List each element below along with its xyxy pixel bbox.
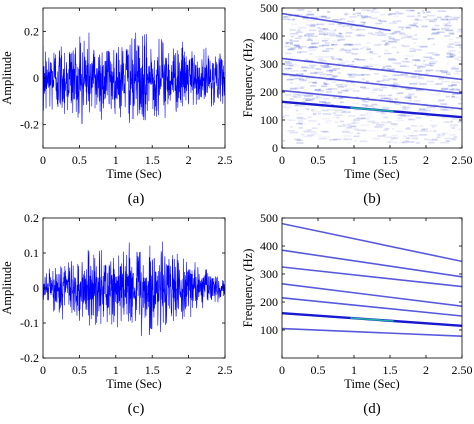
y-tick-label: -0.1 — [20, 316, 39, 330]
x-tick-label: 0.5 — [72, 363, 87, 377]
x-tick-label: 2 — [186, 153, 192, 167]
x-tick-label: 0.5 — [311, 153, 326, 167]
x-tick-label: 0 — [40, 363, 46, 377]
x-axis-label: Time (Sec) — [106, 377, 161, 391]
ridge-peak — [350, 317, 394, 322]
y-axis-label: Amplitude — [0, 51, 14, 105]
panel-label: (b) — [363, 191, 381, 207]
spectrogram — [282, 218, 462, 358]
y-tick-label: 0 — [272, 141, 278, 155]
waveform — [43, 241, 225, 337]
x-tick-label: 2.5 — [218, 153, 233, 167]
ridge-5 — [282, 249, 462, 278]
x-tick-label: 0 — [40, 153, 46, 167]
y-tick-label: 0.2 — [24, 24, 39, 38]
signal-line — [43, 32, 225, 125]
panel-label: (c) — [128, 401, 145, 417]
x-tick-label: 1.5 — [383, 153, 398, 167]
waveform — [43, 32, 225, 125]
y-tick-label: 300 — [260, 267, 278, 281]
y-tick-label: 0.1 — [24, 246, 39, 260]
ridge-2 — [282, 73, 462, 95]
panel-2: 0 0.5 1 1.5 2 2.5 -0.2 -0.1 0 0.1 0.2 Time (Sec) Amp… — [0, 211, 233, 417]
x-axis-label: Time (Sec) — [106, 167, 161, 181]
y-tick-label: 300 — [260, 57, 278, 71]
x-tick-label: 2.50 — [452, 153, 473, 167]
x-tick-label: 2.50 — [452, 363, 473, 377]
signal-line — [43, 241, 225, 337]
y-axis-label: Amplitude — [0, 261, 14, 315]
y-tick-label: 0 — [33, 281, 39, 295]
ridge-3 — [282, 57, 462, 81]
spectrogram-background — [282, 8, 462, 148]
y-tick-label: 400 — [260, 239, 278, 253]
ridge-6 — [282, 222, 462, 263]
x-tick-label: 1 — [351, 363, 357, 377]
x-tick-label: 0.5 — [311, 363, 326, 377]
x-tick-label: 1 — [113, 153, 119, 167]
y-tick-label: 0 — [33, 71, 39, 85]
spectrogram — [282, 8, 462, 148]
x-tick-label: 0.5 — [72, 153, 87, 167]
y-tick-label: 0.2 — [24, 211, 39, 225]
x-tick-label: 2 — [423, 153, 429, 167]
y-tick-label: 100 — [260, 323, 278, 337]
y-tick-label: 100 — [260, 113, 278, 127]
panel-1: 0 0.5 1 1.5 2 2.50 0 100 200 300 400 500 Time (Sec) F… — [241, 1, 473, 207]
y-tick-label: 400 — [260, 29, 278, 43]
y-tick-label: 200 — [260, 295, 278, 309]
x-axis-label: Time (Sec) — [344, 377, 399, 391]
panel-3: 0 0.5 1 1.5 2 2.50 100 200 300 400 500 Time (Sec) Fr… — [241, 211, 473, 417]
y-tick-label: 200 — [260, 85, 278, 99]
panel-label: (d) — [363, 401, 381, 417]
x-tick-label: 1 — [113, 363, 119, 377]
ridge-2 — [282, 296, 462, 317]
x-tick-label: 0 — [279, 153, 285, 167]
y-axis-label: Frequency (Hz) — [241, 39, 255, 118]
ridge-4 — [282, 12, 391, 32]
x-tick-label: 2 — [186, 363, 192, 377]
panel-0: 0 0.5 1 1.5 2 2.5 -0.2 0 0.2 Time (Sec) Amplitude (… — [0, 7, 233, 207]
y-axis-label: Frequency (Hz) — [241, 249, 255, 328]
y-tick-label: 500 — [260, 211, 278, 225]
x-tick-label: 0 — [279, 363, 285, 377]
y-tick-label: -0.2 — [20, 351, 39, 365]
axes-frame — [281, 7, 463, 149]
spectrogram-background — [282, 218, 462, 358]
axes-frame — [281, 217, 463, 359]
x-tick-label: 2 — [423, 363, 429, 377]
panel-label: (a) — [128, 191, 145, 207]
x-tick-label: 1.5 — [145, 153, 160, 167]
x-tick-label: 1.5 — [383, 363, 398, 377]
y-tick-label: -0.2 — [20, 118, 39, 132]
x-tick-label: 1.5 — [145, 363, 160, 377]
x-tick-label: 2.5 — [218, 363, 233, 377]
ridge-3 — [282, 282, 462, 308]
ridge-1 — [282, 89, 462, 110]
spectrogram-noise — [282, 8, 462, 144]
ridge-0 — [282, 327, 462, 337]
x-axis-label: Time (Sec) — [344, 167, 399, 181]
ridge-4 — [282, 266, 462, 288]
y-tick-label: 500 — [260, 1, 278, 15]
x-tick-label: 1 — [351, 153, 357, 167]
ridge-peak — [350, 106, 394, 113]
